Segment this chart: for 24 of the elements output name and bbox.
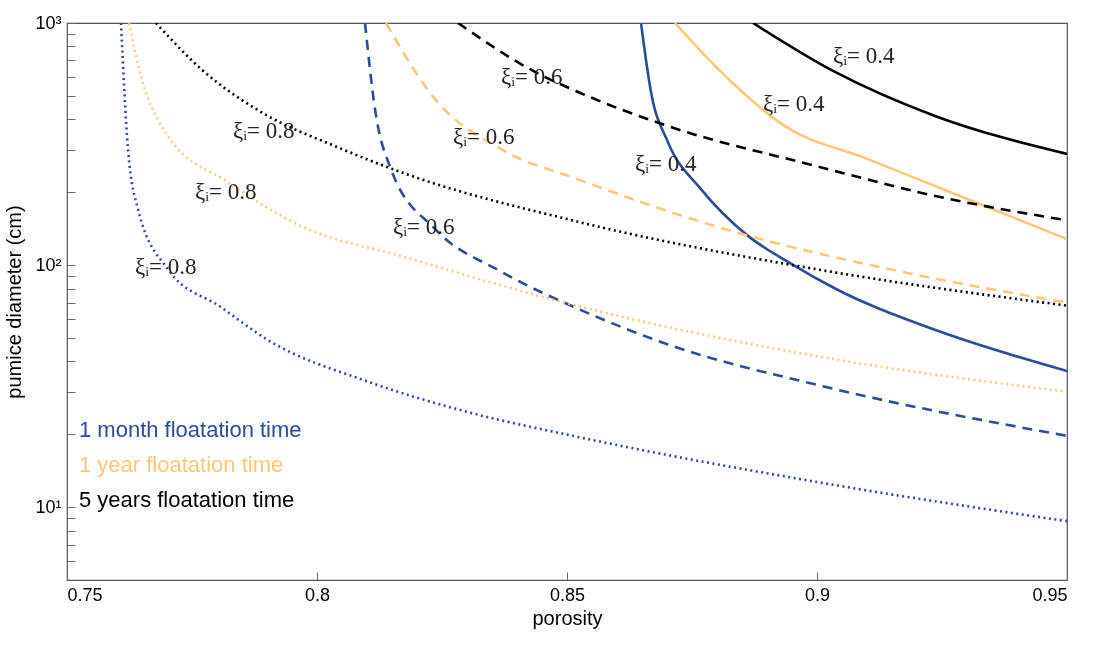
x-tick-label: 0.75 bbox=[67, 584, 103, 605]
line-series bbox=[127, 23, 1067, 393]
text: 1 year floatation time bbox=[79, 452, 284, 477]
annotation: ξᵢ= 0.8 bbox=[135, 254, 197, 279]
annotation: ξᵢ= 0.8 bbox=[233, 118, 295, 143]
text: 1 month floatation time bbox=[79, 417, 302, 442]
annotation: ξᵢ= 0.6 bbox=[453, 124, 515, 149]
y-tick-label: 10³ bbox=[35, 12, 62, 33]
y-tick-label: 10¹ bbox=[35, 496, 62, 517]
annotation: ξᵢ= 0.4 bbox=[763, 91, 825, 116]
annotation: ξᵢ= 0.8 bbox=[195, 179, 257, 204]
text: 5 years floatation time bbox=[79, 487, 295, 512]
x-tick-label: 0.9 bbox=[804, 584, 831, 605]
line-series bbox=[363, 23, 1067, 438]
x-axis-title: porosity bbox=[532, 606, 603, 629]
annotation: ξᵢ= 0.6 bbox=[501, 64, 563, 89]
x-tick-label: 0.95 bbox=[1032, 584, 1068, 605]
annotation: ξᵢ= 0.4 bbox=[833, 43, 895, 68]
y-axis-title: pumice diameter (cm) bbox=[3, 205, 26, 399]
x-tick-label: 0.8 bbox=[304, 584, 331, 605]
line-series bbox=[751, 23, 1067, 156]
y-tick-label: 10² bbox=[35, 254, 62, 275]
annotation: ξᵢ= 0.6 bbox=[393, 214, 455, 239]
x-tick-label: 0.85 bbox=[549, 584, 586, 605]
